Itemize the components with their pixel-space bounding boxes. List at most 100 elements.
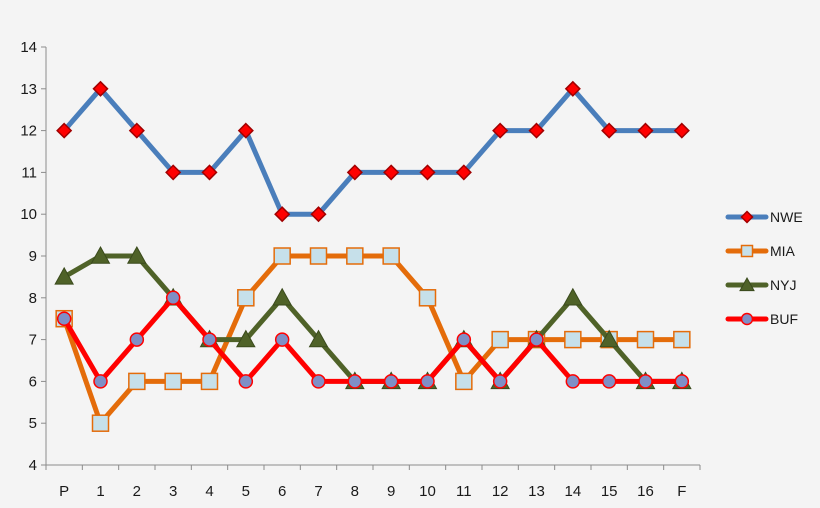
series-buf: [56, 290, 690, 389]
data-point-nyj: [599, 329, 620, 348]
data-point-mia: [346, 247, 364, 265]
data-point-nwe: [492, 122, 509, 139]
data-point-nwe: [128, 122, 145, 139]
y-tick-label: 4: [29, 457, 37, 474]
data-point-buf: [638, 374, 653, 389]
x-tick-label: 3: [169, 483, 177, 500]
y-tick-label: 12: [20, 123, 37, 140]
x-tick-label: 4: [205, 483, 213, 500]
y-tick-label: 5: [29, 415, 37, 432]
data-point-nwe: [383, 164, 400, 181]
y-tick-label: 6: [29, 373, 37, 390]
data-point-buf: [202, 332, 217, 347]
data-point-nyj: [562, 287, 583, 306]
legend-marker-buf: [740, 312, 754, 326]
data-point-nwe: [274, 206, 291, 223]
x-tick-label: 10: [419, 483, 436, 500]
x-tick-label: 13: [528, 483, 545, 500]
data-point-nwe: [419, 164, 436, 181]
data-point-buf: [674, 374, 690, 389]
data-point-nwe: [637, 122, 654, 139]
legend-label-nwe: NWE: [770, 209, 803, 225]
data-point-mia: [128, 372, 146, 391]
series-nyj: [54, 245, 692, 390]
y-tick-label: 11: [21, 164, 37, 181]
y-tick-label: 7: [29, 332, 37, 349]
legend-item-nyj: NYJ: [725, 276, 796, 293]
data-point-buf: [56, 311, 72, 326]
legend-item-buf: BUF: [725, 311, 798, 327]
data-point-mia: [382, 247, 400, 265]
data-point-nyj: [90, 245, 111, 264]
x-tick-label: 6: [278, 483, 286, 500]
legend-item-mia: MIA: [725, 243, 796, 259]
x-tick-label: 5: [242, 483, 250, 500]
data-point-buf: [456, 332, 472, 347]
legend-label-buf: BUF: [770, 311, 798, 327]
data-point-mia: [237, 289, 255, 307]
x-tick-label: 12: [492, 483, 509, 500]
data-point-nwe: [455, 164, 472, 181]
data-point-buf: [529, 332, 544, 347]
x-tick-label: 8: [351, 483, 359, 500]
data-point-nwe: [601, 122, 618, 139]
x-tick-label: 2: [133, 483, 141, 500]
legend-label-nyj: NYJ: [770, 277, 796, 293]
data-point-nwe: [673, 122, 690, 139]
data-point-nyj: [272, 287, 293, 306]
data-point-mia: [200, 372, 219, 391]
data-point-buf: [311, 374, 326, 389]
x-tick-label: 7: [314, 483, 322, 500]
data-point-buf: [347, 374, 363, 389]
data-point-mia: [418, 289, 437, 307]
data-point-nwe: [237, 122, 254, 139]
data-point-mia: [309, 247, 328, 265]
data-point-mia: [455, 372, 473, 391]
x-tick-label: 11: [456, 483, 472, 500]
data-point-buf: [238, 374, 254, 389]
data-point-buf: [165, 290, 181, 306]
x-tick-label: 16: [637, 483, 654, 500]
data-point-buf: [420, 374, 435, 389]
y-tick-label: 14: [20, 39, 37, 56]
data-point-buf: [492, 374, 508, 389]
data-point-nwe: [310, 206, 327, 223]
x-tick-label: 1: [96, 483, 104, 500]
x-tick-label: 15: [601, 483, 618, 500]
legend-marker-nyj: [739, 276, 755, 292]
data-point-mia: [273, 247, 291, 265]
legend: NWE MIA NYJ BUF: [725, 209, 803, 327]
series-layer: [54, 80, 692, 432]
data-point-nwe: [165, 164, 182, 181]
data-point-buf: [93, 374, 108, 389]
legend-marker-nwe: [740, 210, 754, 224]
data-point-nwe: [346, 164, 363, 181]
x-tick-label: 14: [564, 483, 581, 500]
data-point-mia: [673, 330, 691, 349]
legend-label-mia: MIA: [770, 243, 796, 259]
data-point-mia: [91, 414, 110, 432]
x-tick-label: P: [59, 483, 69, 500]
data-point-buf: [274, 332, 290, 347]
series-nwe: [56, 80, 690, 223]
data-point-nwe: [201, 164, 218, 181]
data-point-nwe: [92, 80, 109, 97]
y-tick-label: 8: [29, 290, 37, 307]
data-point-buf: [601, 374, 617, 389]
data-point-buf: [129, 332, 145, 347]
data-point-mia: [491, 330, 509, 349]
data-point-nwe: [56, 122, 73, 139]
y-tick-label: 9: [29, 248, 37, 265]
x-tick-label: F: [677, 483, 686, 500]
data-point-mia: [564, 330, 582, 349]
data-point-nyj: [126, 245, 147, 264]
data-point-nyj: [308, 329, 329, 348]
y-tick-label: 13: [20, 81, 37, 98]
legend-item-nwe: NWE: [725, 209, 803, 225]
data-point-mia: [636, 330, 655, 349]
legend-marker-mia: [740, 244, 754, 258]
data-point-buf: [565, 374, 581, 389]
series-line-nwe: [61, 86, 685, 217]
data-point-nwe: [528, 122, 545, 139]
